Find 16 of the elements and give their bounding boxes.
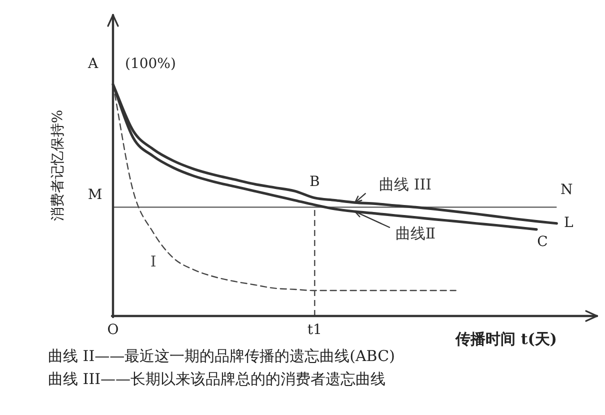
text: A (86, 56, 99, 72)
text: (100%) (125, 56, 176, 72)
annotation: B (310, 174, 320, 190)
y-axis-title: 消费者记忆保持% (50, 110, 66, 222)
annotation: L (564, 215, 574, 232)
x-axis-title: 传播时间 t(天) (454, 330, 557, 348)
ref-line-label: M (88, 186, 102, 203)
x-tick-label: O (107, 322, 119, 338)
annotation: C (537, 234, 548, 250)
series-label: I (150, 252, 156, 271)
series-label: 曲线Ⅱ (395, 224, 436, 242)
text: 曲线 II——最近这一期的品牌传播的遗忘曲线(ABC) (48, 346, 395, 365)
text: 曲线 III——长期以来该品牌总的的消费者遗忘曲线 (48, 370, 386, 388)
x-tick-label: t1 (307, 322, 322, 338)
series-label: 曲线 III (379, 175, 432, 194)
annotation: N (560, 182, 573, 198)
